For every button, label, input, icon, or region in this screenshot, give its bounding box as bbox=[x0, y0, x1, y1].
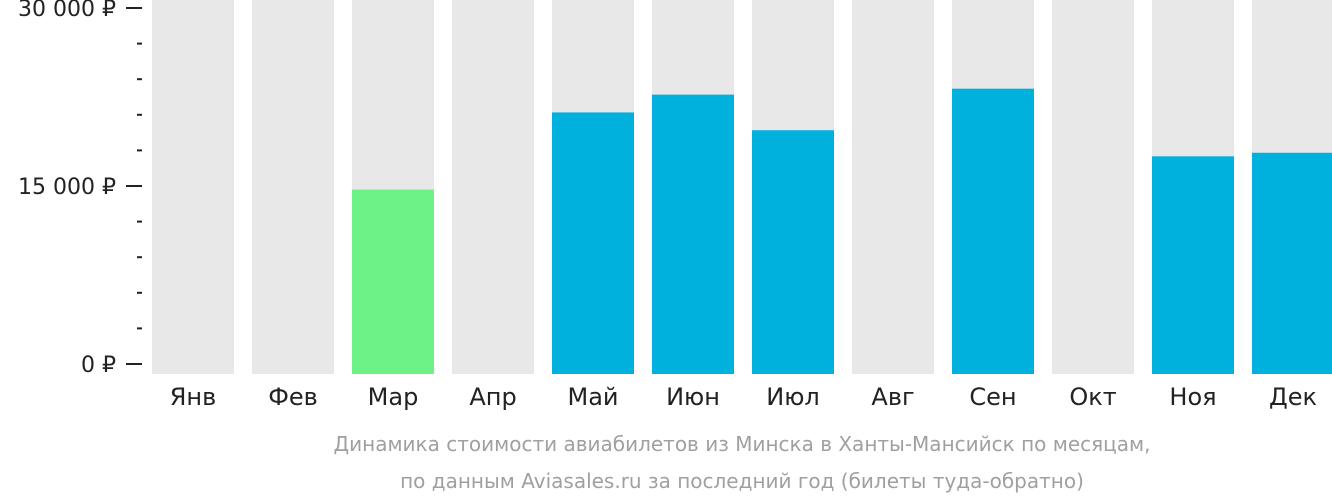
x-tick-label: Дек bbox=[1269, 383, 1317, 411]
x-tick-label: Апр bbox=[469, 383, 516, 411]
bar[interactable] bbox=[952, 88, 1034, 375]
x-tick-label: Мар bbox=[368, 383, 419, 411]
y-tick-label: 15 000 ₽ bbox=[18, 175, 116, 200]
price-chart: 0 ₽ 15 000 ₽ 30 000 ₽ Янв Фев Мар Апр Май Июн Ию… bbox=[18, 0, 1332, 411]
x-tick-label: Авг bbox=[871, 383, 914, 411]
bar-background bbox=[252, 0, 334, 374]
x-tick-label: Июл bbox=[766, 383, 820, 411]
bar-background bbox=[1052, 0, 1134, 374]
bar-background bbox=[152, 0, 234, 374]
y-tick-label: 30 000 ₽ bbox=[18, 0, 116, 22]
bar-background bbox=[852, 0, 934, 374]
y-tick-label: 0 ₽ bbox=[81, 353, 116, 378]
chart-caption-line-2: по данным Aviasales.ru за последний год … bbox=[400, 469, 1084, 493]
x-axis-labels: Янв Фев Мар Апр Май Июн Июл Авг Сен Окт Ноя Дек bbox=[170, 383, 1317, 411]
x-tick-label: Май bbox=[567, 383, 618, 411]
x-tick-label: Окт bbox=[1069, 383, 1116, 411]
x-tick-label: Сен bbox=[969, 383, 1016, 411]
x-tick-label: Фев bbox=[268, 383, 318, 411]
bar-cheapest[interactable] bbox=[352, 189, 434, 374]
bars bbox=[152, 0, 1332, 375]
bar[interactable] bbox=[1152, 156, 1234, 374]
x-tick-label: Июн bbox=[666, 383, 720, 411]
bar-background bbox=[452, 0, 534, 374]
y-axis: 0 ₽ 15 000 ₽ 30 000 ₽ bbox=[18, 0, 142, 378]
bar[interactable] bbox=[652, 94, 734, 375]
x-tick-label: Янв bbox=[170, 383, 217, 411]
bar[interactable] bbox=[752, 130, 834, 374]
chart-caption-line-1: Динамика стоимости авиабилетов из Минска… bbox=[333, 432, 1151, 456]
x-tick-label: Ноя bbox=[1169, 383, 1216, 411]
bar[interactable] bbox=[1252, 152, 1332, 374]
bar[interactable] bbox=[552, 112, 634, 374]
